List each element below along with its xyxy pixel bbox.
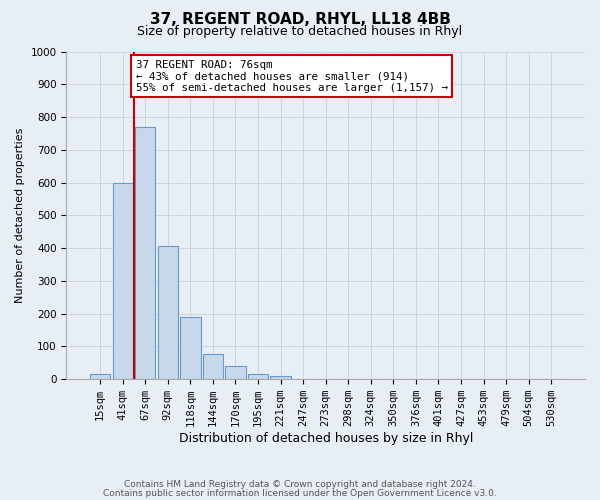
Text: 37 REGENT ROAD: 76sqm
← 43% of detached houses are smaller (914)
55% of semi-det: 37 REGENT ROAD: 76sqm ← 43% of detached …: [136, 60, 448, 93]
Bar: [113, 182, 133, 379]
Bar: [226, 366, 245, 379]
Text: Contains HM Land Registry data © Crown copyright and database right 2024.: Contains HM Land Registry data © Crown c…: [124, 480, 476, 489]
Bar: [90, 374, 110, 379]
Text: Contains public sector information licensed under the Open Government Licence v3: Contains public sector information licen…: [103, 490, 497, 498]
Text: Size of property relative to detached houses in Rhyl: Size of property relative to detached ho…: [137, 25, 463, 38]
Bar: [180, 317, 200, 379]
Text: 37, REGENT ROAD, RHYL, LL18 4BB: 37, REGENT ROAD, RHYL, LL18 4BB: [149, 12, 451, 28]
Bar: [248, 374, 268, 379]
Y-axis label: Number of detached properties: Number of detached properties: [15, 128, 25, 303]
Bar: [271, 376, 291, 379]
Bar: [135, 127, 155, 379]
X-axis label: Distribution of detached houses by size in Rhyl: Distribution of detached houses by size …: [179, 432, 473, 445]
Bar: [203, 354, 223, 379]
Bar: [158, 246, 178, 379]
